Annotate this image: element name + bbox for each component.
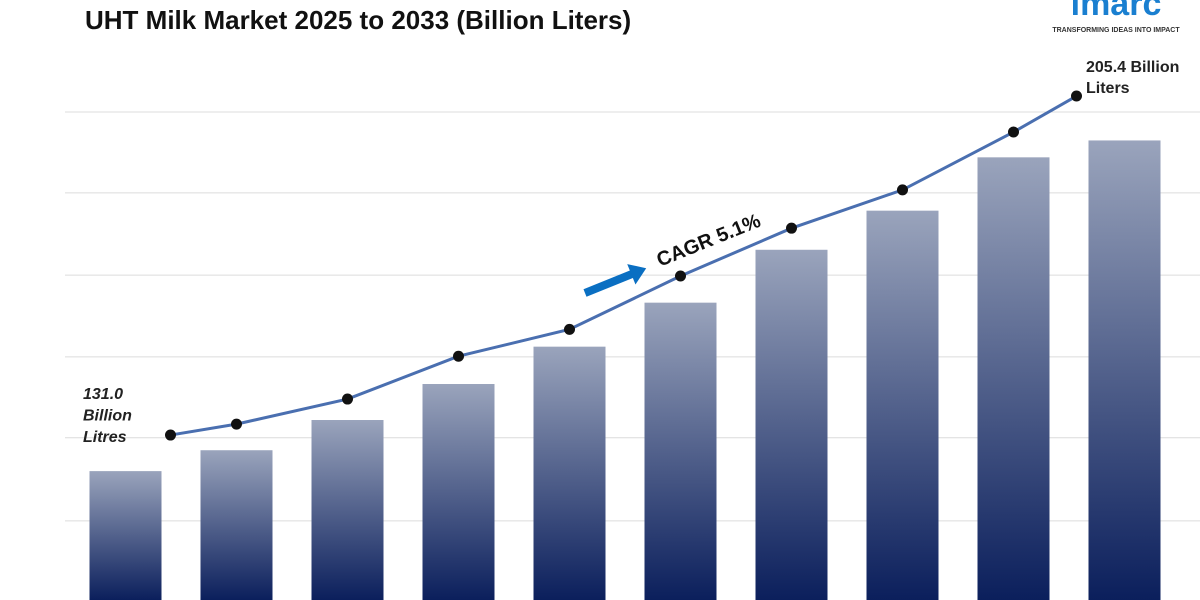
bar — [200, 450, 273, 600]
end-label: Liters — [1086, 80, 1130, 97]
labels: 131.0 Billion Litres 205.4 Billion Liters — [83, 59, 1179, 446]
bar — [311, 420, 384, 600]
trend-point — [231, 418, 242, 430]
cagr-annotation — [583, 264, 647, 297]
cagr-arrow-shaft — [583, 269, 635, 297]
bar — [1088, 140, 1161, 600]
chart-title: UHT Milk Market 2025 to 2033 (Billion Li… — [85, 5, 631, 35]
bar — [644, 302, 717, 600]
trend-point — [342, 393, 353, 405]
start-label: 131.0 — [83, 386, 123, 403]
trend-point — [897, 184, 908, 196]
bar — [533, 346, 606, 600]
bar — [866, 210, 939, 600]
bars — [89, 140, 1161, 600]
bar — [422, 384, 495, 600]
start-label: Billion — [83, 408, 132, 425]
bar — [755, 249, 828, 600]
trend-point — [165, 429, 176, 441]
trend-point — [453, 350, 464, 362]
start-label: Litres — [83, 429, 127, 446]
logo: imarc — [1071, 0, 1162, 23]
trend-point — [564, 323, 575, 335]
end-label: 205.4 Billion — [1086, 59, 1179, 76]
bar — [977, 157, 1050, 600]
trend — [165, 90, 1082, 441]
cagr-arrow-head — [627, 264, 647, 285]
trend-point — [786, 222, 797, 234]
logo-tagline: TRANSFORMING IDEAS INTO IMPACT — [1052, 27, 1180, 34]
trend-line — [170, 94, 1078, 437]
trend-point — [1071, 90, 1082, 102]
bar — [89, 471, 162, 600]
trend-point — [675, 270, 686, 282]
trend-point — [1008, 126, 1019, 138]
